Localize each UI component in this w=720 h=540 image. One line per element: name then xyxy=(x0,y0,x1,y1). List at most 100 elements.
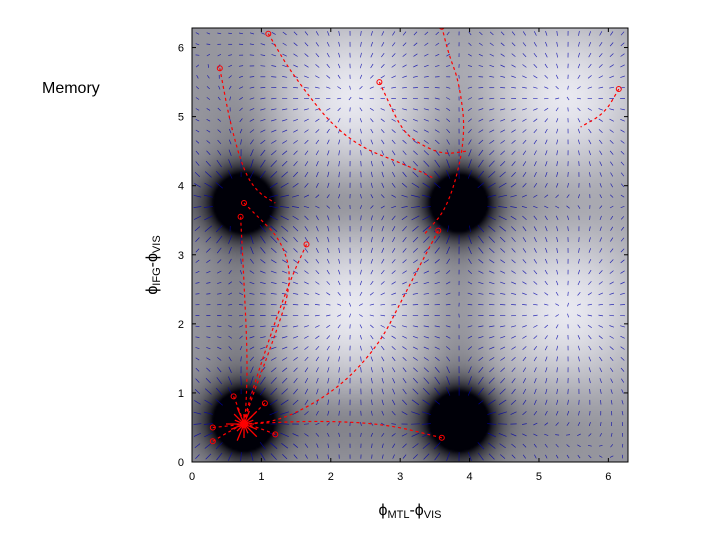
vector-arrow xyxy=(511,64,516,68)
vector-arrow xyxy=(315,75,320,79)
vector-arrow xyxy=(240,139,242,145)
vector-arrow xyxy=(412,454,418,459)
vector-arrow xyxy=(534,454,537,459)
vector-arrow xyxy=(477,387,484,396)
vector-arrow xyxy=(521,206,527,209)
vector-arrow xyxy=(533,194,538,198)
vector-arrow xyxy=(315,356,319,362)
vector-arrow xyxy=(587,444,592,447)
vector-arrow xyxy=(478,139,484,145)
vector-arrow xyxy=(269,205,279,209)
vector-arrow xyxy=(600,421,602,427)
vector-arrow xyxy=(250,149,254,157)
vector-arrow xyxy=(303,325,309,328)
vector-arrow xyxy=(620,325,625,328)
vector-arrow xyxy=(589,172,591,177)
vector-arrow xyxy=(467,97,473,100)
vector-arrow xyxy=(610,172,614,177)
vector-arrow xyxy=(270,150,277,156)
vector-arrow xyxy=(349,107,351,112)
vector-arrow xyxy=(304,171,309,178)
vector-arrow xyxy=(293,108,299,111)
vector-arrow xyxy=(609,455,614,458)
vector-arrow xyxy=(567,226,569,232)
vector-arrow xyxy=(292,325,299,328)
vector-arrow xyxy=(271,31,276,35)
vector-arrow xyxy=(500,160,506,167)
vector-arrow xyxy=(500,292,506,295)
vector-arrow xyxy=(522,325,527,328)
vector-arrow xyxy=(487,194,497,198)
vector-arrow xyxy=(326,292,331,296)
vector-arrow xyxy=(522,226,527,232)
vector-arrow xyxy=(337,118,341,123)
vector-arrow xyxy=(620,118,625,122)
vector-arrow xyxy=(338,139,341,145)
vector-arrow xyxy=(402,325,408,328)
vector-arrow xyxy=(423,259,429,264)
vector-arrow xyxy=(195,108,200,111)
vector-arrow xyxy=(599,161,603,166)
vector-arrow xyxy=(391,171,396,178)
vector-arrow xyxy=(567,399,569,405)
vector-arrow xyxy=(468,159,472,169)
trajectory-path xyxy=(580,88,620,128)
vector-arrow xyxy=(533,281,538,285)
vector-arrow xyxy=(521,194,527,198)
vector-arrow xyxy=(446,452,451,461)
vector-arrow xyxy=(360,432,362,437)
vector-arrow xyxy=(500,281,506,285)
vector-arrow xyxy=(544,128,548,134)
x-axis-label: ϕMTL-ϕVIS xyxy=(379,502,442,521)
vector-arrow xyxy=(533,335,538,340)
vector-arrow xyxy=(194,183,201,188)
vector-arrow xyxy=(293,454,298,459)
vector-arrow xyxy=(445,346,451,350)
vector-arrow xyxy=(421,194,431,198)
vector-arrow xyxy=(434,387,441,396)
vector-arrow xyxy=(391,194,396,198)
vector-arrow xyxy=(620,183,625,188)
vector-arrow xyxy=(446,65,451,67)
vector-arrow xyxy=(555,194,559,198)
vector-arrow xyxy=(326,335,331,340)
vector-arrow xyxy=(423,270,430,274)
vector-arrow xyxy=(249,258,254,264)
vector-arrow xyxy=(326,118,331,123)
vector-arrow xyxy=(522,64,527,68)
vector-arrow xyxy=(489,76,495,78)
vector-arrow xyxy=(609,304,615,306)
vector-arrow xyxy=(533,52,538,58)
vector-arrow xyxy=(620,172,625,177)
vector-arrow xyxy=(370,139,374,145)
vector-arrow xyxy=(544,205,549,209)
vector-arrow xyxy=(193,206,202,208)
vector-arrow xyxy=(271,54,277,57)
vector-arrow xyxy=(292,411,299,415)
vector-arrow xyxy=(391,335,396,339)
vector-arrow xyxy=(304,399,309,405)
trajectory-start-marker xyxy=(216,65,223,72)
vector-arrow xyxy=(282,454,288,460)
vector-arrow xyxy=(402,292,408,295)
trajectory-path xyxy=(219,68,276,204)
vector-arrow xyxy=(577,86,581,90)
vector-arrow xyxy=(292,335,299,339)
vector-arrow xyxy=(391,314,397,317)
vector-arrow xyxy=(488,453,495,460)
vector-arrow xyxy=(556,30,558,36)
vector-arrow xyxy=(204,215,213,221)
vector-arrow xyxy=(293,377,298,384)
vector-arrow xyxy=(599,378,602,384)
vector-arrow xyxy=(260,325,266,328)
vector-arrow xyxy=(544,86,549,89)
vector-arrow xyxy=(269,194,279,198)
vector-arrow xyxy=(477,442,485,450)
plot-frame xyxy=(191,27,629,463)
vector-arrow xyxy=(410,206,420,209)
vector-arrow xyxy=(281,119,288,122)
vector-arrow xyxy=(620,314,626,317)
vector-arrow xyxy=(250,139,254,145)
vector-arrow xyxy=(206,97,211,100)
vector-arrow xyxy=(434,452,441,461)
